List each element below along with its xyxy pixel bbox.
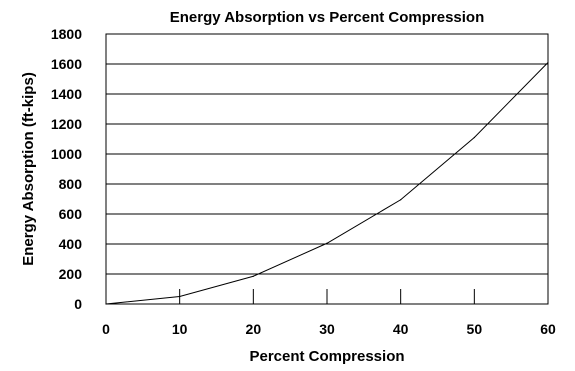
- y-tick-label-0: 0: [74, 296, 82, 312]
- data-point-0-5: [473, 136, 475, 139]
- y-tick-label-400: 400: [59, 236, 83, 252]
- gridlines: [106, 63, 548, 275]
- y-tick-label-1600: 1600: [51, 56, 82, 72]
- data-point-0-2: [252, 275, 254, 277]
- plot-frame: [105, 33, 549, 305]
- y-tick-label-1400: 1400: [51, 86, 82, 102]
- series-layer: [105, 61, 549, 305]
- x-tick-label-60: 60: [540, 321, 556, 337]
- y-tick-labels: 0 200 400 600 800 1000 1200 1400 1600 1800: [51, 26, 82, 312]
- y-tick-label-200: 200: [59, 266, 83, 282]
- y-tick-label-1200: 1200: [51, 116, 82, 132]
- data-point-0-4: [400, 199, 402, 201]
- chart-title: Energy Absorption vs Percent Compression: [170, 9, 485, 26]
- x-tick-labels: 0 10 20 30 40 50 60: [102, 321, 556, 337]
- y-tick-label-1000: 1000: [51, 146, 82, 162]
- data-point-0-3: [326, 242, 328, 244]
- x-tick-label-0: 0: [102, 321, 110, 337]
- data-point-0-1: [179, 295, 181, 298]
- series-line-0: [105, 62, 549, 305]
- y-tick-label-1800: 1800: [51, 26, 82, 42]
- y-tick-label-600: 600: [59, 206, 83, 222]
- data-point-0-0: [105, 303, 107, 305]
- x-tick-label-20: 20: [246, 321, 262, 337]
- x-ticks: [179, 289, 475, 304]
- x-axis-label: Percent Compression: [249, 348, 404, 365]
- x-tick-label-10: 10: [172, 321, 188, 337]
- data-point-0-6: [547, 61, 549, 64]
- y-tick-label-800: 800: [59, 176, 83, 192]
- x-tick-label-50: 50: [467, 321, 483, 337]
- y-axis-label: Energy Absorption (ft-kips): [20, 72, 37, 266]
- x-tick-label-40: 40: [393, 321, 409, 337]
- x-tick-label-30: 30: [319, 321, 335, 337]
